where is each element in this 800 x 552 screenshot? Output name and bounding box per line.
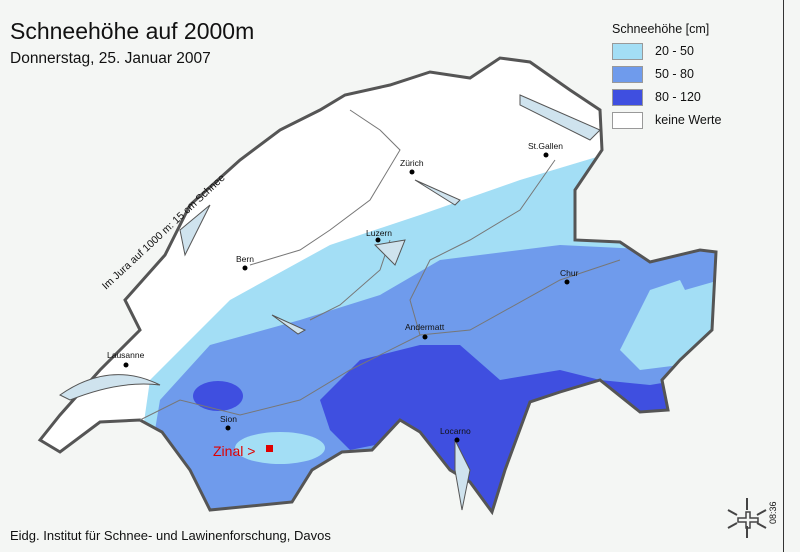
lakes (59, 94, 601, 511)
zone-20-50-engadin (620, 280, 700, 360)
city-label: Luzern (366, 228, 392, 238)
legend: Schneehöhe [cm] 20 - 50 50 - 80 80 - 120… (612, 22, 722, 129)
city-dot-zurich (409, 169, 415, 175)
map-subtitle: Donnerstag, 25. Januar 2007 (10, 50, 211, 67)
lake-lucerne (373, 239, 406, 266)
legend-item: 20 - 50 (612, 42, 721, 60)
timestamp: 08:36 (768, 501, 778, 524)
frame-line (783, 0, 784, 552)
zone-80-120-valais (193, 381, 243, 411)
city-dot-luzern (375, 237, 381, 243)
city-dot-locarno (454, 437, 460, 443)
footer-credit: Eidg. Institut für Schnee- und Lawinenfo… (10, 528, 331, 543)
zinal-label: Zinal > (213, 443, 255, 459)
legend-title: Schneehöhe [cm] (612, 22, 710, 36)
zone-20-50-zinal (235, 432, 325, 464)
city-label: Bern (236, 254, 254, 264)
legend-swatch (612, 111, 643, 129)
legend-label: keine Werte (655, 113, 722, 127)
city-label: Sion (220, 414, 237, 424)
lake-constance (519, 94, 601, 141)
city-dot-stgallen (543, 152, 549, 158)
city-dot-chur (564, 279, 570, 285)
canton-borders (139, 109, 621, 421)
slf-logo-icon (727, 498, 767, 538)
city-label: Chur (560, 268, 579, 278)
legend-label: 50 - 80 (655, 67, 694, 81)
city-label: Locarno (440, 426, 471, 436)
legend-label: 80 - 120 (655, 90, 701, 104)
city-label: St.Gallen (528, 141, 563, 151)
legend-swatch (612, 42, 643, 60)
city-dot-lausanne (123, 362, 129, 368)
legend-item: 80 - 120 (612, 88, 721, 106)
city-label: Andermatt (405, 322, 445, 332)
city-dot-sion (225, 425, 231, 431)
city-dot-andermatt (422, 334, 428, 340)
lake-neuchatel (179, 204, 211, 257)
map-title: Schneehöhe auf 2000m (10, 18, 255, 44)
city-label: Lausanne (107, 350, 145, 360)
legend-item: 50 - 80 (612, 65, 721, 83)
lake-thun (271, 314, 307, 335)
legend-swatch (612, 65, 643, 83)
lake-maggiore (454, 439, 471, 511)
legend-item: keine Werte (612, 111, 722, 129)
city-dot-bern (242, 265, 248, 271)
city-markers (123, 152, 570, 443)
lake-geneva (59, 374, 161, 401)
city-label: Zürich (400, 158, 424, 168)
zinal-marker (266, 445, 273, 452)
legend-label: 20 - 50 (655, 44, 694, 58)
lake-zurich (414, 179, 461, 206)
legend-swatch (612, 88, 643, 106)
